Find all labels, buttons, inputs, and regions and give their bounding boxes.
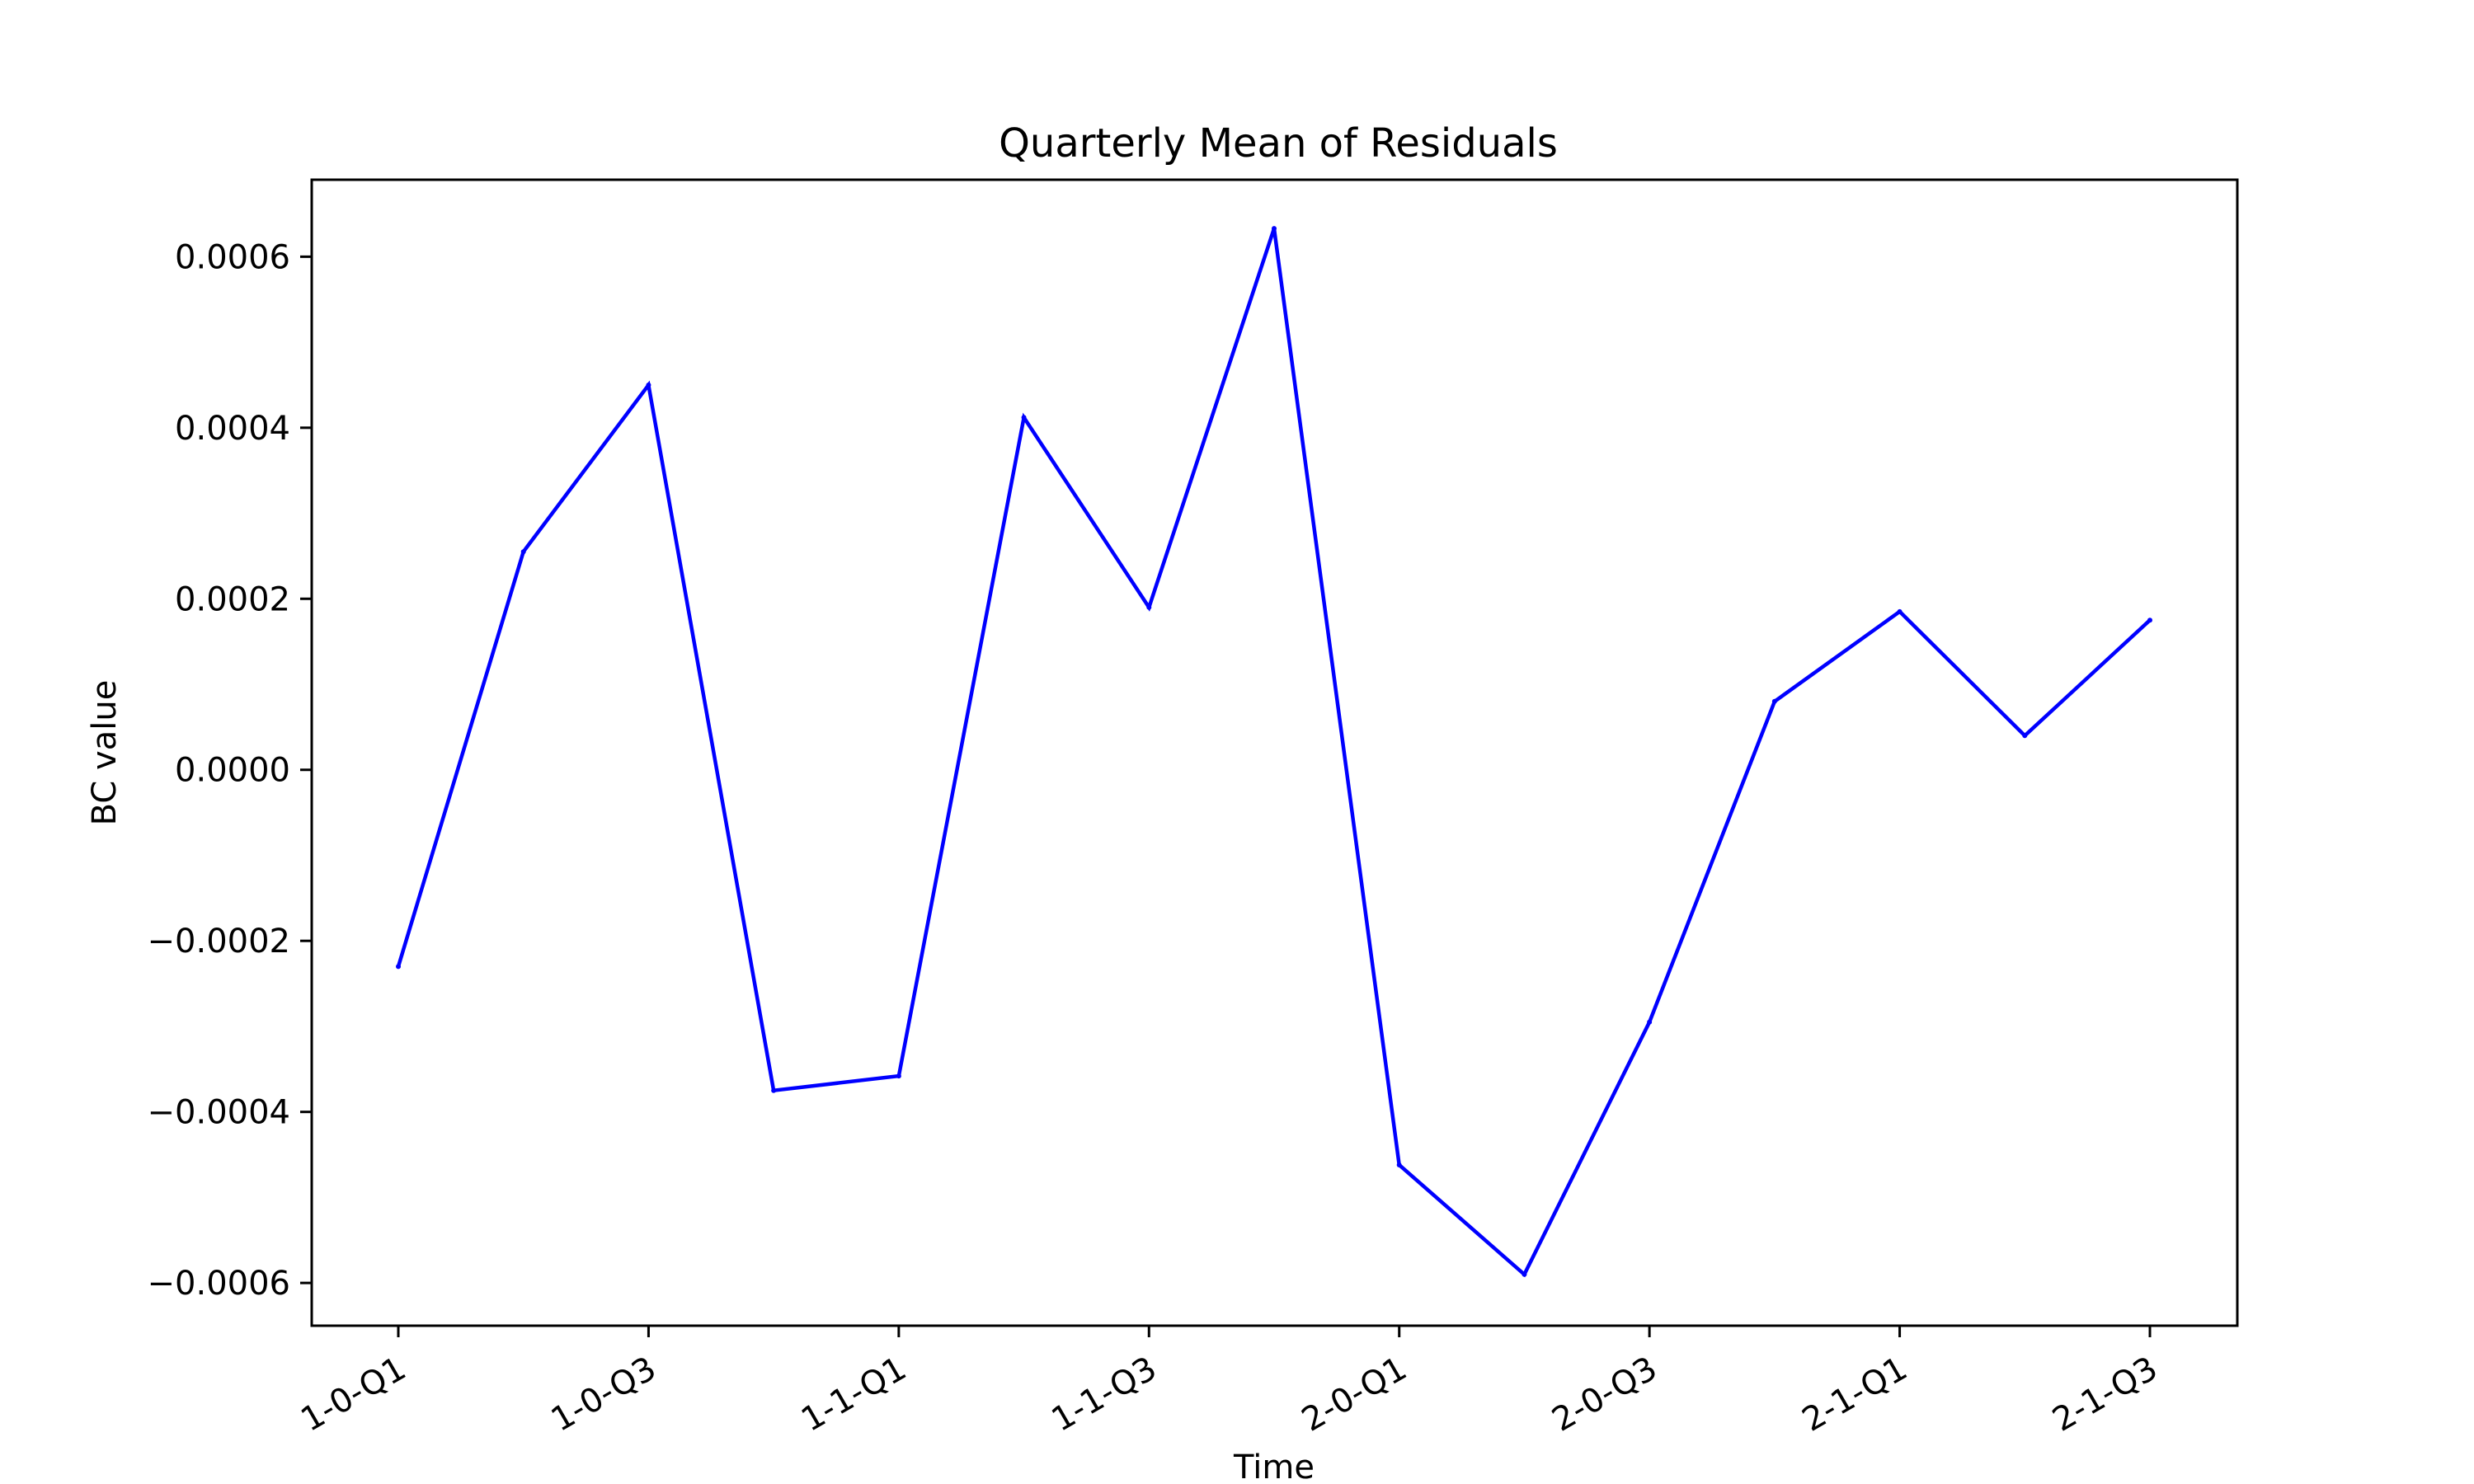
data-point xyxy=(646,382,651,387)
plot-frame xyxy=(310,178,2239,1327)
x-axis-label: Time xyxy=(1233,1449,1315,1484)
data-point xyxy=(1771,698,1777,704)
chart-title: Quarterly Mean of Residuals xyxy=(999,120,1558,167)
data-point xyxy=(896,1073,901,1079)
x-tick-label: 1-1-Q1 xyxy=(795,1350,913,1439)
series-layer xyxy=(396,226,2152,1278)
y-tick-label: 0.0002 xyxy=(175,580,290,618)
x-axis: 1-0-Q1 1-0-Q3 1-1-Q1 1-1-Q3 2-0-Q1 2-0-Q3 2-1-… xyxy=(294,1326,2164,1439)
y-tick-label: −0.0004 xyxy=(148,1094,290,1132)
data-point xyxy=(1272,226,1277,232)
y-tick-label: −0.0002 xyxy=(148,923,290,960)
y-tick-label: 0.0000 xyxy=(175,752,290,790)
data-point xyxy=(1897,608,1903,614)
x-tick-label: 2-0-Q3 xyxy=(1545,1350,1663,1439)
data-point xyxy=(2147,618,2152,623)
x-tick-label: 1-0-Q3 xyxy=(545,1350,663,1439)
x-tick-label: 2-1-Q1 xyxy=(1796,1350,1914,1439)
data-point xyxy=(1396,1162,1402,1167)
data-point xyxy=(1146,604,1152,610)
x-tick-label: 2-1-Q3 xyxy=(2046,1350,2164,1439)
series-line-0 xyxy=(396,228,2152,1278)
y-tick-label: 0.0006 xyxy=(175,238,290,276)
data-point xyxy=(396,964,401,970)
data-point xyxy=(2022,733,2028,739)
data-point xyxy=(771,1087,777,1093)
y-axis-label: BC value xyxy=(86,680,124,826)
y-axis: −0.0006 −0.0004 −0.0002 0.0000 0.0002 0.0004 0… xyxy=(148,238,312,1303)
data-point xyxy=(520,549,526,555)
data-point xyxy=(1522,1271,1527,1277)
y-tick-label: −0.0006 xyxy=(148,1265,290,1303)
x-tick-label: 1-1-Q3 xyxy=(1046,1350,1164,1439)
x-tick-label: 2-0-Q1 xyxy=(1296,1350,1413,1439)
data-point xyxy=(1021,415,1027,420)
data-point xyxy=(1647,1019,1653,1025)
x-tick-label: 1-0-Q1 xyxy=(294,1350,412,1439)
y-tick-label: 0.0004 xyxy=(175,410,290,448)
